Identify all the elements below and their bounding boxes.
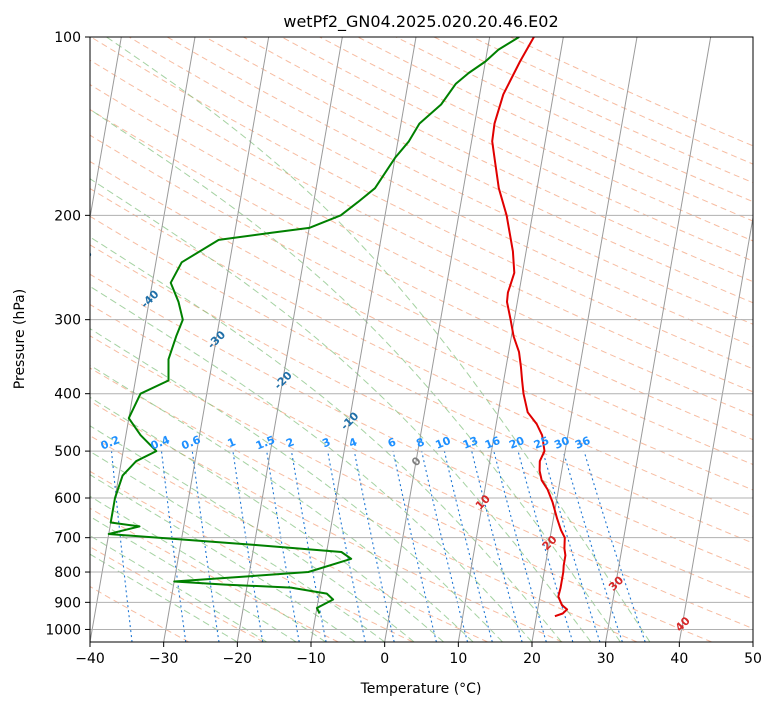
isotherm-line [457, 37, 564, 642]
moist-adiabat-line [106, 37, 651, 642]
y-tick-label: 300 [54, 313, 81, 329]
mixing-ratio-label: 1 [226, 435, 238, 450]
y-tick-label: 1000 [45, 622, 81, 638]
x-axis-label: Temperature (°C) [360, 681, 482, 697]
y-axis: 100 200 300 400 500 600 700 800 900 1000 [45, 30, 90, 638]
isotherms [90, 37, 753, 642]
dry-adiabat-line [90, 244, 753, 572]
x-axis: −40 −30 −20 −10 0 10 20 30 40 50 [75, 642, 762, 667]
isotherm-line [531, 37, 638, 642]
mixing-ratio-line [583, 450, 646, 642]
y-tick-label: 600 [54, 491, 81, 507]
moist-adiabat-line [90, 553, 238, 642]
dry-adiabat-line [90, 273, 753, 600]
isotherm-line [90, 37, 196, 642]
moist-adiabat-line [90, 178, 592, 642]
isotherm-line [163, 37, 270, 642]
dry-adiabat-line [128, 37, 753, 347]
mixing-ratio-line [517, 450, 574, 642]
mixing-ratio-line [421, 450, 469, 642]
mixing-ratio-label: 3 [320, 435, 332, 450]
chart-title: wetPf2_GN04.2025.020.20.46.E02 [283, 12, 558, 32]
moist-adiabat-line [90, 535, 268, 642]
x-tick-label: 30 [597, 651, 615, 667]
x-tick-label: −30 [149, 651, 179, 667]
dry-adiabats [90, 37, 753, 642]
moist-adiabat-line [90, 495, 326, 642]
moist-adiabat-line [90, 515, 297, 642]
dry-adiabat-line [90, 367, 638, 642]
mixing-ratio-line [392, 450, 437, 642]
y-tick-label: 800 [54, 565, 81, 581]
mixing-ratio-line [327, 451, 366, 642]
dewpoint-profile-line [107, 37, 520, 614]
isotherm-line [605, 37, 712, 642]
mixing-ratio-label: 16 [483, 434, 502, 452]
dry-adiabat-line [90, 303, 753, 630]
mixing-ratio-line [353, 450, 395, 642]
mixing-ratio-line [542, 450, 601, 642]
moist-adiabat-line [90, 285, 533, 642]
isotherm-line [310, 37, 417, 642]
isotherm-line [678, 214, 753, 642]
isotherm-line [384, 37, 491, 642]
mixing-ratio-line [290, 451, 327, 642]
x-tick-label: −10 [296, 651, 326, 667]
x-tick-label: −40 [75, 651, 105, 667]
plot-area: -100-90-80-70-60-50-40-30-20-10010203040… [72, 37, 753, 642]
mixing-ratio-line [493, 450, 547, 642]
isotherm-label: -50 [72, 247, 95, 270]
isotherm-line [90, 37, 122, 221]
dry-adiabat-line [90, 59, 753, 393]
y-axis-label: Pressure (hPa) [12, 289, 28, 389]
y-tick-label: 100 [54, 30, 81, 46]
profiles [107, 37, 569, 618]
mixing-ratio-line [471, 450, 523, 642]
x-tick-label: 40 [670, 651, 688, 667]
moist-adiabat-line [90, 328, 503, 642]
y-tick-label: 500 [54, 444, 81, 460]
isotherm-line [236, 37, 343, 642]
mixing-ratio-label: 13 [461, 434, 480, 452]
y-tick-label: 900 [54, 595, 81, 611]
dry-adiabat-line [90, 160, 753, 491]
dry-adiabat-line [90, 215, 753, 544]
moist-adiabat-line [90, 236, 562, 642]
mixing-ratio-label: 30 [552, 434, 571, 452]
dry-adiabat-line [90, 187, 753, 517]
dry-adiabat-line [166, 37, 753, 325]
mixing-ratio-label: 20 [507, 434, 526, 452]
dry-adiabat-line [90, 435, 488, 642]
x-tick-label: 20 [523, 651, 541, 667]
moist-adiabat-line [90, 450, 385, 642]
moist-adiabat-line [90, 364, 474, 642]
moist-adiabat-line [90, 474, 356, 642]
y-tick-label: 700 [54, 531, 81, 547]
plot-frame [89, 36, 754, 643]
dry-adiabat-line [90, 84, 753, 416]
moist-adiabat-line [90, 108, 621, 642]
mixing-ratio-label: 8 [414, 435, 426, 450]
moist-adiabat-line [90, 425, 415, 642]
mixing-ratio-label: 25 [532, 434, 551, 452]
x-tick-label: 0 [380, 651, 389, 667]
y-tick-label: 400 [54, 387, 81, 403]
mixing-ratio-label: 2 [284, 435, 296, 450]
moist-adiabats [90, 37, 651, 642]
pressure-gridlines [90, 37, 753, 630]
x-tick-label: 50 [744, 651, 762, 667]
x-tick-label: 10 [449, 651, 467, 667]
temperature-profile-line [491, 37, 569, 618]
mixing-ratio-label: 10 [434, 434, 453, 452]
dry-adiabat-line [90, 507, 339, 642]
y-tick-label: 200 [54, 208, 81, 224]
dry-adiabat-line [90, 400, 563, 642]
dry-adiabat-line [90, 134, 753, 466]
x-tick-label: −20 [223, 651, 253, 667]
mixing-ratio-label: 36 [573, 434, 592, 452]
